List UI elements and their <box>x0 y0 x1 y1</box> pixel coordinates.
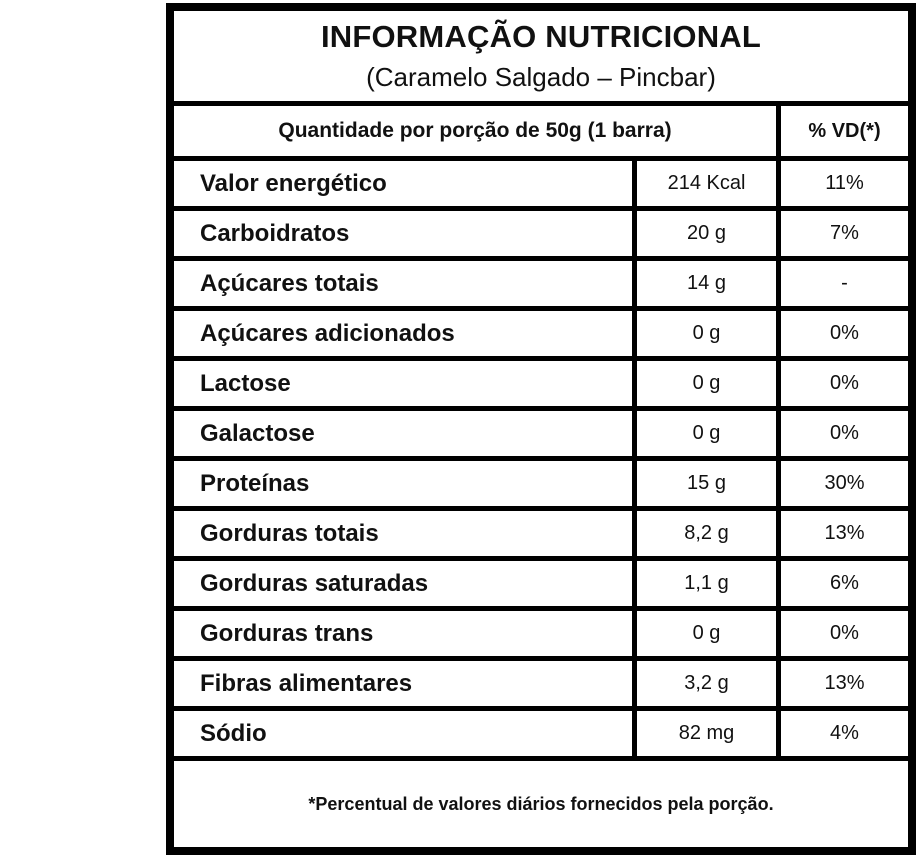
daily-value-percent: 6% <box>776 561 908 606</box>
footnote: *Percentual de valores diários fornecido… <box>308 793 774 814</box>
nutrient-name: Açúcares adicionados <box>200 319 455 347</box>
daily-value-percent: 0% <box>776 311 908 356</box>
table-row: Fibras alimentares 3,2 g 13% <box>174 661 908 711</box>
nutrient-name: Gorduras saturadas <box>200 569 429 597</box>
table-header-row: Quantidade por porção de 50g (1 barra) %… <box>174 106 908 161</box>
daily-value-percent: 0% <box>776 411 908 456</box>
amount-value: 0 g <box>632 611 776 656</box>
amount-value: 8,2 g <box>632 511 776 556</box>
nutrient-name: Proteínas <box>200 469 310 497</box>
amount-value: 214 Kcal <box>632 161 776 206</box>
amount-value: 20 g <box>632 211 776 256</box>
nutrition-label: INFORMAÇÃO NUTRICIONAL (Caramelo Salgado… <box>166 3 916 855</box>
nutrient-name: Gorduras totais <box>200 519 379 547</box>
table-row: Carboidratos 20 g 7% <box>174 211 908 261</box>
table-row: Açúcares totais 14 g - <box>174 261 908 311</box>
amount-value: 0 g <box>632 411 776 456</box>
table-row: Valor energético 214 Kcal 11% <box>174 161 908 211</box>
nutrient-name: Fibras alimentares <box>200 669 413 697</box>
daily-value-percent: 4% <box>776 711 908 756</box>
title-section: INFORMAÇÃO NUTRICIONAL (Caramelo Salgado… <box>174 11 908 106</box>
amount-value: 3,2 g <box>632 661 776 706</box>
amount-value: 0 g <box>632 361 776 406</box>
amount-value: 82 mg <box>632 711 776 756</box>
product-subtitle: (Caramelo Salgado – Pincbar) <box>366 62 716 92</box>
daily-value-percent: - <box>776 261 908 306</box>
nutrient-name: Açúcares totais <box>200 269 379 297</box>
table-row: Gorduras saturadas 1,1 g 6% <box>174 561 908 611</box>
table-row: Lactose 0 g 0% <box>174 361 908 411</box>
nutrient-rows: Valor energético 214 Kcal 11% Carboidrat… <box>174 161 908 761</box>
daily-value-percent: 11% <box>776 161 908 206</box>
table-row: Sódio 82 mg 4% <box>174 711 908 761</box>
column-header-daily-value: % VD(*) <box>776 106 908 156</box>
table-row: Gorduras trans 0 g 0% <box>174 611 908 661</box>
daily-value-percent: 7% <box>776 211 908 256</box>
nutrient-name: Carboidratos <box>200 219 350 247</box>
page-title: INFORMAÇÃO NUTRICIONAL <box>320 19 762 54</box>
amount-value: 0 g <box>632 311 776 356</box>
table-row: Galactose 0 g 0% <box>174 411 908 461</box>
table-row: Açúcares adicionados 0 g 0% <box>174 311 908 361</box>
daily-value-percent: 13% <box>776 511 908 556</box>
nutrient-name: Lactose <box>200 369 291 397</box>
table-row: Proteínas 15 g 30% <box>174 461 908 511</box>
column-header-quantity: Quantidade por porção de 50g (1 barra) <box>278 119 672 142</box>
nutrient-name: Valor energético <box>200 169 387 197</box>
daily-value-percent: 0% <box>776 611 908 656</box>
nutrient-name: Galactose <box>200 419 315 447</box>
daily-value-percent: 30% <box>776 461 908 506</box>
amount-value: 1,1 g <box>632 561 776 606</box>
nutrient-name: Gorduras trans <box>200 619 374 647</box>
daily-value-percent: 0% <box>776 361 908 406</box>
amount-value: 14 g <box>632 261 776 306</box>
nutrient-name: Sódio <box>200 719 267 747</box>
table-row: Gorduras totais 8,2 g 13% <box>174 511 908 561</box>
daily-value-percent: 13% <box>776 661 908 706</box>
amount-value: 15 g <box>632 461 776 506</box>
